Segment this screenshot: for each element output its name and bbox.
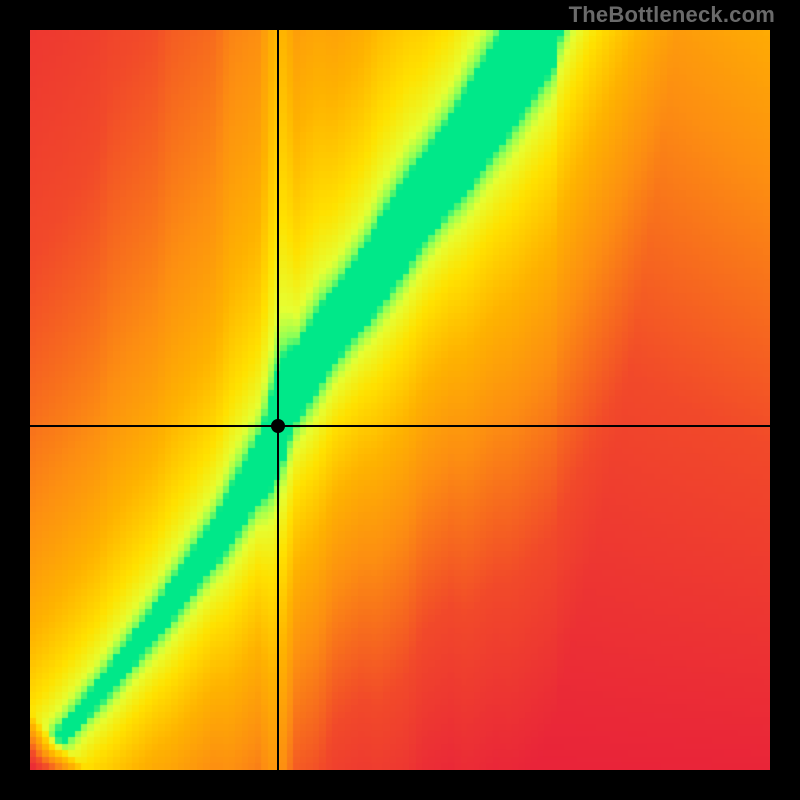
bottleneck-heatmap bbox=[30, 30, 770, 770]
crosshair-horizontal bbox=[30, 425, 770, 427]
watermark-text: TheBottleneck.com bbox=[569, 2, 775, 28]
crosshair-vertical bbox=[277, 30, 279, 770]
crosshair-marker bbox=[271, 419, 285, 433]
